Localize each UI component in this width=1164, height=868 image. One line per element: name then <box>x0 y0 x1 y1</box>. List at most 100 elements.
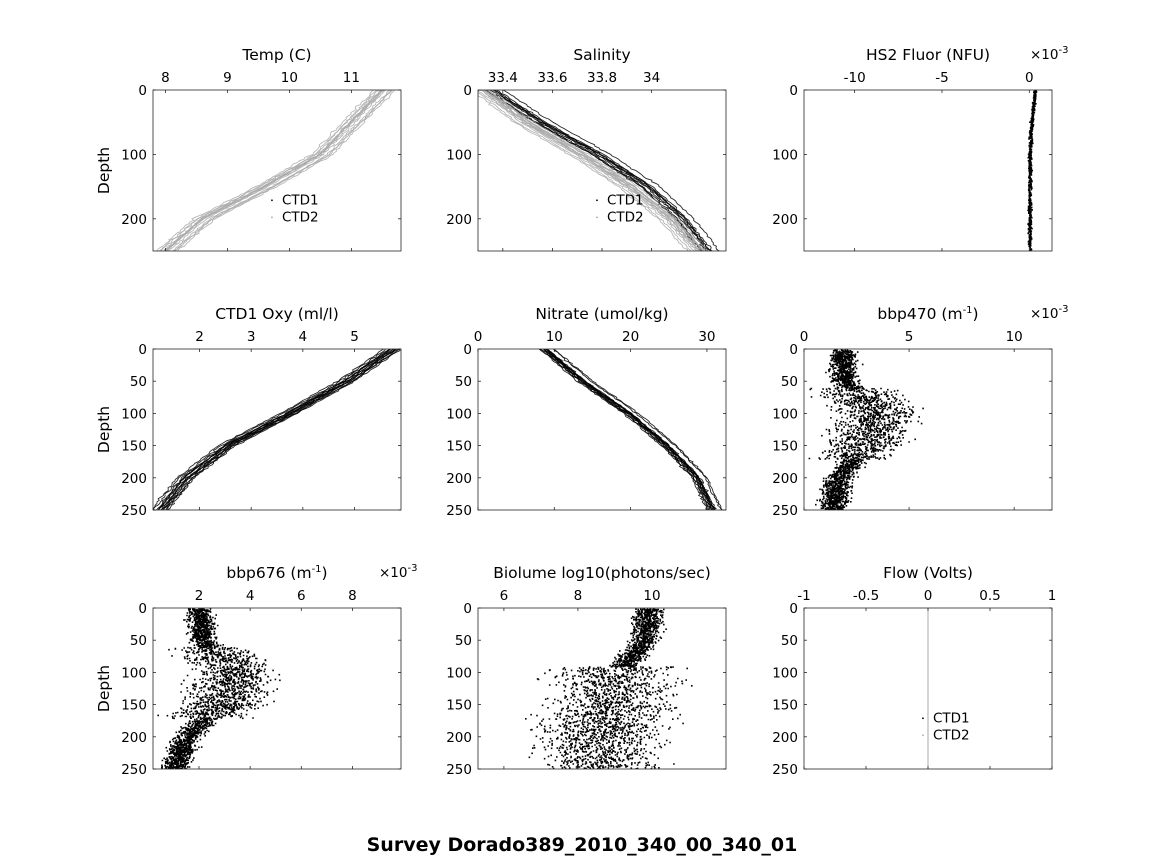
data-salinity <box>478 90 720 251</box>
ctd1-cast-line <box>158 349 391 510</box>
y-tick-label: 250 <box>446 503 472 519</box>
exponent-base: ×10 <box>1030 306 1059 322</box>
ctd1-cast-line <box>543 349 713 510</box>
x-tick-label: 10 <box>643 588 660 604</box>
y-tick-label: 0 <box>463 601 472 617</box>
x-tick-label: 10 <box>281 70 298 86</box>
ctd2-cast-line <box>484 90 701 251</box>
figure-title: Survey Dorado389_2010_340_00_340_01 <box>366 834 798 856</box>
y-tick-label: 200 <box>121 730 147 746</box>
data-temp <box>156 90 395 251</box>
y-tick-label: 200 <box>772 212 798 228</box>
ctd1-cast-line <box>163 349 397 510</box>
subplot-title: Flow (Volts) <box>883 564 973 582</box>
exponent-base: ×10 <box>379 565 408 581</box>
title-close: ) <box>322 564 328 582</box>
x-tick-label: 8 <box>161 70 170 86</box>
x-tick-label: 1 <box>1048 588 1057 604</box>
exponent-power: -3 <box>1059 304 1069 315</box>
ctd1-cast-line <box>153 349 386 510</box>
ctd1-cast-line <box>553 349 723 510</box>
y-tick-label: 250 <box>772 503 798 519</box>
y-tick-label: 100 <box>446 665 472 681</box>
y-tick-label: 200 <box>446 212 472 228</box>
y-tick-label: 150 <box>772 439 798 455</box>
legend-marker <box>596 216 598 219</box>
x-tick-label: 34 <box>643 70 660 86</box>
title-text: Nitrate (umol/kg) <box>535 305 668 323</box>
y-axis-label: Depth <box>95 147 113 194</box>
y-tick-label: 100 <box>446 406 472 422</box>
y-tick-label: 200 <box>446 730 472 746</box>
x-tick-label: -0.5 <box>853 588 879 604</box>
data-oxy <box>153 349 401 510</box>
ctd1-scatter-points <box>808 349 924 510</box>
title-text: Biolume log10(photons/sec) <box>493 564 711 582</box>
y-tick-label: 200 <box>446 471 472 487</box>
y-tick-label: 250 <box>772 762 798 778</box>
y-tick-label: 50 <box>455 633 472 649</box>
x-tick-label: 30 <box>698 329 715 345</box>
legend-marker <box>922 734 924 737</box>
x-tick-label: 4 <box>299 329 308 345</box>
subplot-title: Nitrate (umol/kg) <box>535 305 668 323</box>
ctd2-cast-line <box>479 90 697 251</box>
ctd2-cast-line <box>478 93 689 251</box>
ctd2-cast-line <box>156 90 374 251</box>
x-tick-label: 20 <box>622 329 639 345</box>
subplot-title: bbp470 (m-1) <box>877 305 978 323</box>
y-tick-label: 50 <box>130 633 147 649</box>
ctd2-cast-line <box>165 90 382 251</box>
y-tick-label: 0 <box>789 342 798 358</box>
ctd1-cast-line <box>165 349 400 510</box>
axes-box <box>152 89 402 252</box>
subplot-nitrate: 0 10 20 30 0 50 100 150 200 250 Nitrate (umol/kg) <box>446 305 727 519</box>
ctd1-cast-line <box>489 90 707 251</box>
y-tick-label: 50 <box>781 374 798 390</box>
x-tick-label: 9 <box>223 70 232 86</box>
x-tick-label: 0 <box>474 329 483 345</box>
title-superscript: -1 <box>312 564 322 575</box>
legend-label: CTD2 <box>607 209 644 225</box>
ctd1-cast-line <box>153 349 384 510</box>
legend-label: CTD1 <box>607 192 644 208</box>
x-tick-label: 11 <box>343 70 360 86</box>
ctd2-cast-line <box>478 92 692 251</box>
data-bbp470 <box>808 349 924 510</box>
title-text: bbp470 (m <box>877 305 962 323</box>
axis-exponent: ×10-3 <box>1030 45 1068 63</box>
axes-box <box>477 348 727 511</box>
ctd2-cast-line <box>177 90 395 251</box>
y-tick-label: 0 <box>138 342 147 358</box>
x-tick-label: 33.6 <box>537 70 567 86</box>
x-tick-label: 2 <box>195 588 204 604</box>
subplot-title: HS2 Fluor (NFU) <box>866 46 990 64</box>
exponent-power: -3 <box>408 563 418 574</box>
data-nitrate <box>538 349 723 510</box>
y-tick-label: 150 <box>446 439 472 455</box>
ctd2-cast-line <box>478 90 695 251</box>
legend-marker <box>271 199 273 202</box>
y-tick-label: 250 <box>121 503 147 519</box>
axes-box <box>803 89 1053 252</box>
ctd1-cast-line <box>503 90 720 251</box>
ctd1-cast-line <box>166 349 401 510</box>
title-text: Salinity <box>573 46 630 64</box>
ctd1-cast-line <box>160 349 394 510</box>
y-tick-label: 150 <box>121 439 147 455</box>
subplot-title: Biolume log10(photons/sec) <box>493 564 711 582</box>
ctd2-cast-line <box>167 90 386 251</box>
y-tick-label: 0 <box>463 342 472 358</box>
ctd2-cast-line <box>158 90 377 251</box>
legend-marker <box>596 199 598 202</box>
x-tick-label: 5 <box>905 329 914 345</box>
x-tick-label: -5 <box>935 70 948 86</box>
